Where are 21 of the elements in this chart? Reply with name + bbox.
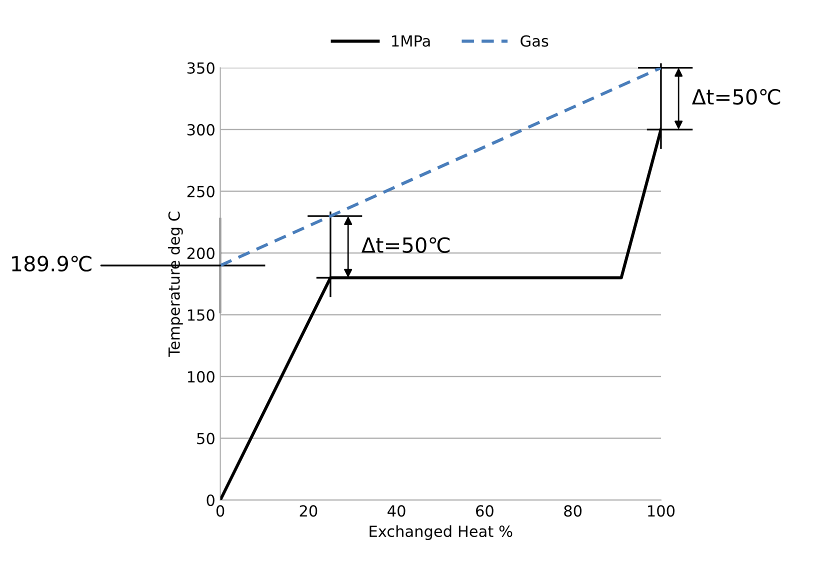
y-tick-label: 200 bbox=[187, 248, 214, 260]
y-tick-label: 300 bbox=[187, 124, 214, 136]
legend-label: 1MPa bbox=[392, 35, 430, 47]
y-tick-label: 150 bbox=[188, 309, 214, 321]
y-tick-label: 0 bbox=[206, 494, 214, 506]
y-tick-label: 250 bbox=[187, 186, 214, 198]
x-tick-label: 20 bbox=[300, 505, 318, 517]
x-tick-label: 80 bbox=[564, 505, 582, 517]
annotation: Δt=50℃ bbox=[692, 88, 780, 105]
annotation: Δt=50℃ bbox=[361, 237, 450, 253]
y-tick-label: 100 bbox=[188, 371, 214, 383]
x-tick-label: 100 bbox=[648, 505, 675, 517]
legend-label: Gas bbox=[520, 35, 548, 47]
annotation: 189.9℃ bbox=[12, 256, 92, 272]
y-tick-label: 50 bbox=[197, 432, 214, 444]
x-axis-title: Exchanged Heat % bbox=[370, 525, 512, 540]
x-tick-label: 0 bbox=[216, 505, 224, 517]
x-tick-label: 40 bbox=[388, 505, 406, 517]
y-axis-title: Temperature deg C bbox=[168, 212, 183, 357]
y-tick-label: 350 bbox=[187, 62, 214, 74]
x-tick-label: 60 bbox=[476, 505, 494, 517]
